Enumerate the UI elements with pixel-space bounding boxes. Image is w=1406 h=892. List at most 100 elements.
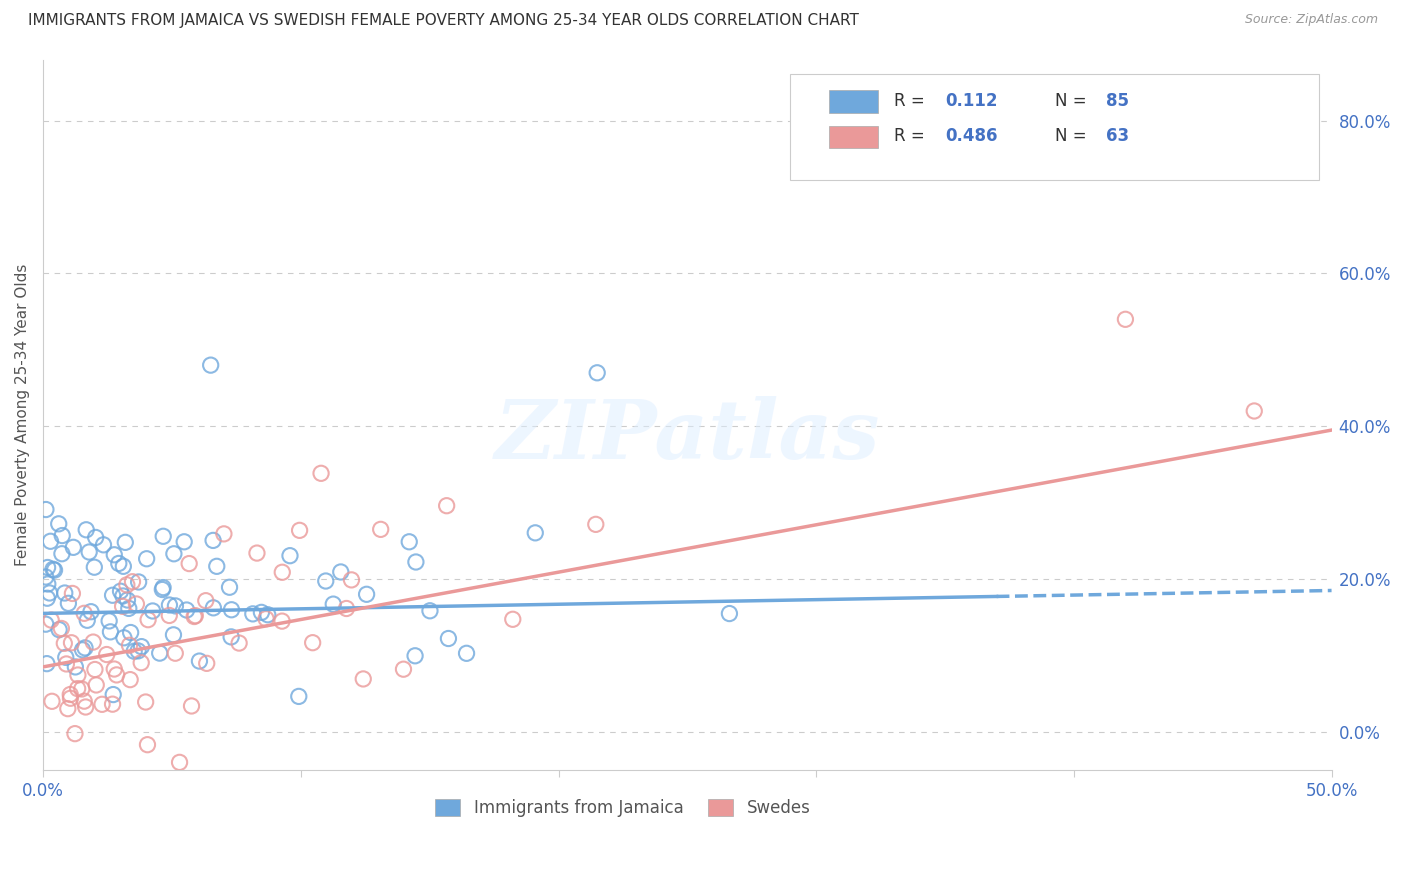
Text: Source: ZipAtlas.com: Source: ZipAtlas.com: [1244, 13, 1378, 27]
Point: [135, 695, 157, 709]
Point: [103, 688, 125, 702]
Point: [398, 534, 420, 549]
Point: [179, 557, 201, 571]
Point: [39, 534, 62, 549]
Point: [165, 646, 187, 660]
Point: [125, 597, 148, 611]
Point: [118, 601, 141, 615]
Point: [35, 502, 58, 516]
Point: [63, 726, 86, 740]
Point: [135, 551, 157, 566]
Point: [157, 598, 180, 612]
FancyBboxPatch shape: [830, 126, 879, 148]
Point: [122, 644, 145, 658]
Point: [115, 578, 138, 592]
Point: [288, 690, 311, 704]
Text: R =: R =: [893, 92, 929, 110]
Point: [100, 624, 122, 639]
Legend: Immigrants from Jamaica, Swedes: Immigrants from Jamaica, Swedes: [427, 791, 818, 826]
Point: [73, 694, 96, 708]
Point: [173, 534, 195, 549]
Point: [162, 628, 184, 642]
Point: [322, 597, 344, 611]
Point: [38, 586, 60, 600]
Point: [93, 538, 115, 552]
Point: [218, 580, 240, 594]
Point: [91, 698, 114, 712]
Point: [84, 531, 107, 545]
Point: [120, 673, 142, 687]
Point: [242, 607, 264, 621]
Point: [392, 662, 415, 676]
Point: [60, 636, 83, 650]
Point: [202, 600, 225, 615]
Point: [271, 566, 294, 580]
Point: [83, 560, 105, 574]
Point: [254, 612, 277, 626]
Point: [72, 643, 94, 657]
Point: [195, 657, 218, 671]
Point: [35, 617, 58, 632]
Point: [44, 563, 66, 577]
Point: [404, 648, 426, 663]
Point: [51, 528, 73, 542]
Point: [352, 672, 374, 686]
Point: [39, 613, 62, 627]
Point: [56, 701, 79, 715]
Point: [142, 604, 165, 618]
Text: 0.486: 0.486: [945, 128, 997, 145]
Point: [82, 635, 104, 649]
Point: [256, 607, 278, 622]
Point: [212, 527, 235, 541]
Point: [66, 681, 89, 696]
Point: [51, 547, 73, 561]
Y-axis label: Female Poverty Among 25-34 Year Olds: Female Poverty Among 25-34 Year Olds: [15, 264, 30, 566]
Point: [103, 548, 125, 562]
Point: [114, 535, 136, 549]
Point: [105, 668, 128, 682]
Point: [35, 570, 58, 584]
Point: [62, 541, 84, 555]
Point: [405, 555, 427, 569]
Point: [183, 609, 205, 624]
Point: [456, 646, 478, 660]
Text: 0.112: 0.112: [945, 92, 997, 110]
Point: [221, 603, 243, 617]
Point: [101, 697, 124, 711]
Point: [228, 636, 250, 650]
Point: [356, 587, 378, 601]
Point: [169, 756, 191, 770]
Point: [585, 517, 607, 532]
Point: [48, 623, 70, 637]
Text: N =: N =: [1054, 92, 1091, 110]
Point: [70, 681, 93, 696]
Point: [41, 694, 63, 708]
Point: [246, 546, 269, 560]
Point: [128, 574, 150, 589]
Point: [335, 601, 357, 615]
Text: 85: 85: [1107, 92, 1129, 110]
Point: [180, 698, 202, 713]
Point: [35, 657, 58, 671]
Point: [101, 588, 124, 602]
Point: [37, 591, 59, 606]
Point: [1114, 312, 1136, 326]
Text: IMMIGRANTS FROM JAMAICA VS SWEDISH FEMALE POVERTY AMONG 25-34 YEAR OLDS CORRELAT: IMMIGRANTS FROM JAMAICA VS SWEDISH FEMAL…: [28, 13, 859, 29]
Point: [301, 636, 323, 650]
Point: [250, 606, 273, 620]
Point: [152, 581, 174, 595]
FancyBboxPatch shape: [830, 90, 879, 113]
Point: [437, 632, 460, 646]
Point: [110, 584, 132, 599]
Point: [419, 604, 441, 618]
Point: [129, 656, 152, 670]
Point: [48, 516, 70, 531]
Point: [136, 738, 159, 752]
Point: [121, 574, 143, 589]
Point: [42, 562, 65, 576]
Point: [150, 582, 173, 597]
Point: [329, 565, 352, 579]
Point: [73, 640, 96, 655]
Point: [127, 644, 149, 658]
Point: [75, 700, 97, 714]
